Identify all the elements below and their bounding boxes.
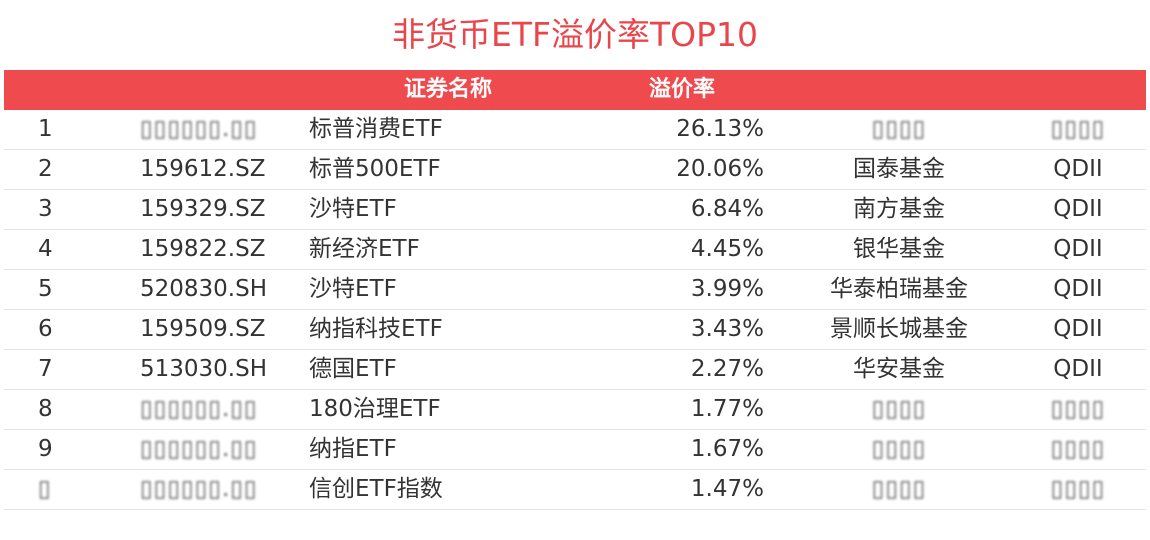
name-cell: 沙特ETF <box>309 196 397 222</box>
table-row: 9 ▯▯▯▯▯▯.▯▯ 纳指ETF 1.67% ▯▯▯▯ ▯▯▯▯ <box>4 430 1146 470</box>
header-premium: 溢价率 <box>649 77 716 102</box>
premium-cell: 3.99% <box>690 276 764 302</box>
table-row: 4 159822.SZ 新经济ETF 4.45% 银华基金 QDII <box>4 230 1146 270</box>
type-cell-redacted: ▯▯▯▯ <box>1050 116 1106 142</box>
code-cell: 520830.SH <box>140 276 268 302</box>
code-cell-redacted: ▯▯▯▯▯▯.▯▯ <box>140 476 258 502</box>
premium-cell: 1.47% <box>690 476 764 502</box>
rank-cell: 5 <box>38 276 53 302</box>
table-row: 2 159612.SZ 标普500ETF 20.06% 国泰基金 QDII <box>4 150 1146 190</box>
code-cell: 159509.SZ <box>140 316 266 342</box>
name-cell: 信创ETF指数 <box>309 476 443 502</box>
premium-cell: 2.27% <box>690 356 764 382</box>
premium-cell: 6.84% <box>690 196 764 222</box>
page-title: 非货币ETF溢价率TOP10 <box>391 15 758 54</box>
rank-cell: 4 <box>38 236 53 262</box>
header-name: 证券名称 <box>404 77 493 102</box>
name-cell: 标普500ETF <box>309 156 441 182</box>
premium-cell: 1.67% <box>690 436 764 462</box>
code-cell: 159822.SZ <box>140 236 266 262</box>
table-row: 1 ▯▯▯▯▯▯.▯▯ 标普消费ETF 26.13% ▯▯▯▯ ▯▯▯▯ <box>4 110 1146 150</box>
rank-cell: 9 <box>38 436 53 462</box>
code-cell: 159329.SZ <box>140 196 266 222</box>
table-row: 7 513030.SH 德国ETF 2.27% 华安基金 QDII <box>4 350 1146 390</box>
company-cell: 国泰基金 <box>853 156 945 182</box>
table-row: 5 520830.SH 沙特ETF 3.99% 华泰柏瑞基金 QDII <box>4 270 1146 310</box>
company-cell: 景顺长城基金 <box>830 316 968 342</box>
rank-cell: 3 <box>38 196 53 222</box>
rank-cell: 1 <box>38 116 53 142</box>
company-cell-redacted: ▯▯▯▯ <box>871 116 927 142</box>
type-cell: QDII <box>1053 316 1103 342</box>
name-cell: 德国ETF <box>309 356 397 382</box>
name-cell: 180治理ETF <box>309 396 441 422</box>
type-cell: QDII <box>1053 276 1103 302</box>
rank-cell-redacted: ▯ <box>38 476 52 502</box>
type-cell-redacted: ▯▯▯▯ <box>1050 436 1106 462</box>
table-body: 1 ▯▯▯▯▯▯.▯▯ 标普消费ETF 26.13% ▯▯▯▯ ▯▯▯▯ 2 159612.S… <box>4 110 1146 510</box>
type-cell-redacted: ▯▯▯▯ <box>1050 476 1106 502</box>
rank-cell: 7 <box>38 356 53 382</box>
type-cell: QDII <box>1053 196 1103 222</box>
company-cell-redacted: ▯▯▯▯ <box>871 396 927 422</box>
code-cell: 159612.SZ <box>140 156 266 182</box>
company-cell-redacted: ▯▯▯▯ <box>871 476 927 502</box>
type-cell: QDII <box>1053 156 1103 182</box>
code-cell: 513030.SH <box>140 356 268 382</box>
company-cell-redacted: ▯▯▯▯ <box>871 436 927 462</box>
table-row: 8 ▯▯▯▯▯▯.▯▯ 180治理ETF 1.77% ▯▯▯▯ ▯▯▯▯ <box>4 390 1146 430</box>
company-cell: 南方基金 <box>853 196 945 222</box>
code-cell-redacted: ▯▯▯▯▯▯.▯▯ <box>140 116 258 142</box>
company-cell: 华泰柏瑞基金 <box>830 276 968 302</box>
table-row: 6 159509.SZ 纳指科技ETF 3.43% 景顺长城基金 QDII <box>4 310 1146 350</box>
type-cell: QDII <box>1053 236 1103 262</box>
name-cell: 沙特ETF <box>309 276 397 302</box>
type-cell-redacted: ▯▯▯▯ <box>1050 396 1106 422</box>
etf-premium-table: 证券名称 溢价率 1 ▯▯▯▯▯▯.▯▯ 标普消费ETF 26.13% ▯▯▯▯ ▯▯▯▯… <box>4 70 1146 510</box>
table-row: 3 159329.SZ 沙特ETF 6.84% 南方基金 QDII <box>4 190 1146 230</box>
company-cell: 银华基金 <box>853 236 945 262</box>
rank-cell: 2 <box>38 156 53 182</box>
premium-cell: 3.43% <box>690 316 764 342</box>
name-cell: 新经济ETF <box>309 236 420 262</box>
name-cell: 纳指科技ETF <box>309 316 443 342</box>
rank-cell: 6 <box>38 316 53 342</box>
table-header: 证券名称 溢价率 <box>4 70 1146 110</box>
name-cell: 标普消费ETF <box>309 116 443 142</box>
name-cell: 纳指ETF <box>309 436 397 462</box>
premium-cell: 4.45% <box>690 236 764 262</box>
table-row: ▯ ▯▯▯▯▯▯.▯▯ 信创ETF指数 1.47% ▯▯▯▯ ▯▯▯▯ <box>4 470 1146 510</box>
rank-cell: 8 <box>38 396 53 422</box>
company-cell: 华安基金 <box>853 356 945 382</box>
premium-cell: 20.06% <box>676 156 764 182</box>
premium-cell: 1.77% <box>690 396 764 422</box>
type-cell: QDII <box>1053 356 1103 382</box>
premium-cell: 26.13% <box>676 116 764 142</box>
code-cell-redacted: ▯▯▯▯▯▯.▯▯ <box>140 396 258 422</box>
code-cell-redacted: ▯▯▯▯▯▯.▯▯ <box>140 436 258 462</box>
